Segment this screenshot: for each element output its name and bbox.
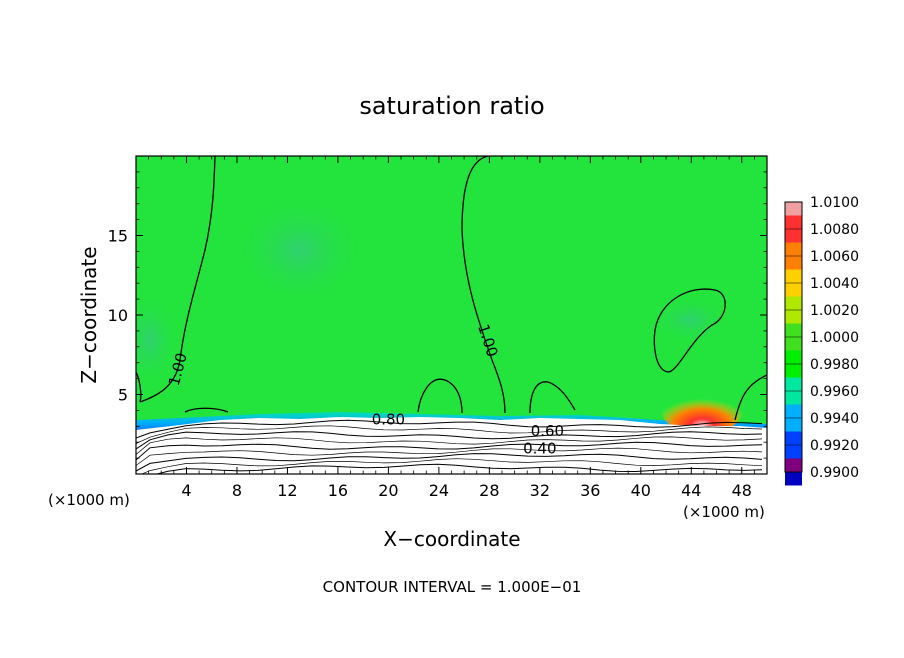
colorbar-label: 0.9960	[810, 384, 859, 400]
colorbar-label: 0.9920	[810, 438, 859, 454]
y-tick-label: 5	[118, 386, 128, 405]
isoline	[141, 458, 763, 474]
contour-1-left	[139, 156, 216, 403]
colorbar-label: 0.9900	[810, 465, 859, 481]
isoline	[136, 419, 763, 439]
colorbar-label: 1.0000	[810, 330, 859, 346]
x-tick-label: 12	[277, 481, 297, 500]
contour-label: 0.40	[523, 439, 556, 457]
x-tick-label: 40	[631, 481, 651, 500]
colorbar-swatch	[785, 202, 802, 216]
contour-label: 0.80	[372, 411, 405, 429]
x-tick-label: 32	[530, 481, 550, 500]
isoline	[136, 447, 763, 466]
plot-field: 1.001.000.800.600.40	[136, 156, 767, 474]
colorbar-label: 1.0040	[810, 276, 859, 292]
x-tick-label: 28	[479, 481, 499, 500]
isolines	[136, 419, 763, 474]
y-axis-label: Z−coordinate	[77, 246, 101, 383]
colorbar-label: 1.0020	[810, 303, 859, 319]
contour-lines	[136, 156, 767, 421]
contour-1-lobe	[417, 378, 463, 414]
x-tick-label: 8	[232, 481, 242, 500]
x-unit-right: (×1000 m)	[683, 503, 765, 521]
y-ticks: 5 10 15	[108, 171, 767, 459]
isoline	[136, 441, 763, 461]
y-tick-label: 15	[108, 227, 128, 246]
colorbar-swatch	[785, 458, 802, 472]
isoline	[136, 431, 763, 450]
colorbar-label: 1.0080	[810, 222, 859, 238]
contour-1-mid	[461, 156, 506, 414]
contour-1-lobe	[734, 374, 767, 421]
contour-left-edge	[136, 371, 142, 403]
isoline	[136, 425, 763, 444]
contour-1-lobe	[184, 407, 229, 413]
colorbar-label: 1.0060	[810, 249, 859, 265]
contour-interval-note: CONTOUR INTERVAL = 1.000E−01	[323, 578, 582, 596]
contour-1-ring	[653, 288, 726, 373]
x-tick-label: 24	[429, 481, 449, 500]
isoline	[136, 453, 763, 472]
colorbar-label: 0.9940	[810, 411, 859, 427]
x-tick-label: 36	[580, 481, 600, 500]
chart-title: saturation ratio	[359, 92, 544, 120]
contour-label: 0.60	[531, 422, 564, 440]
contour-1-lobe	[529, 381, 576, 414]
x-ticks: 4 8 12 16 20 24 28 32 36 40 44 48	[148, 156, 755, 500]
colorbar-label: 1.0100	[810, 195, 859, 211]
moist-patch	[230, 190, 370, 310]
x-tick-label: 4	[181, 481, 191, 500]
x-unit-left: (×1000 m)	[48, 491, 130, 509]
x-tick-label: 16	[328, 481, 348, 500]
colorbar: 1.0100 1.0080 1.0060 1.0040 1.0020 1.0000 0.99…	[784, 195, 859, 486]
x-tick-label: 48	[732, 481, 752, 500]
x-tick-label: 44	[681, 481, 701, 500]
colorbar-label: 0.9980	[810, 357, 859, 373]
isoline	[136, 436, 763, 455]
moist-patch	[650, 295, 730, 345]
y-tick-label: 10	[108, 306, 128, 325]
x-axis-label: X−coordinate	[383, 527, 520, 551]
x-tick-label: 20	[378, 481, 398, 500]
moist-patch	[136, 290, 180, 390]
